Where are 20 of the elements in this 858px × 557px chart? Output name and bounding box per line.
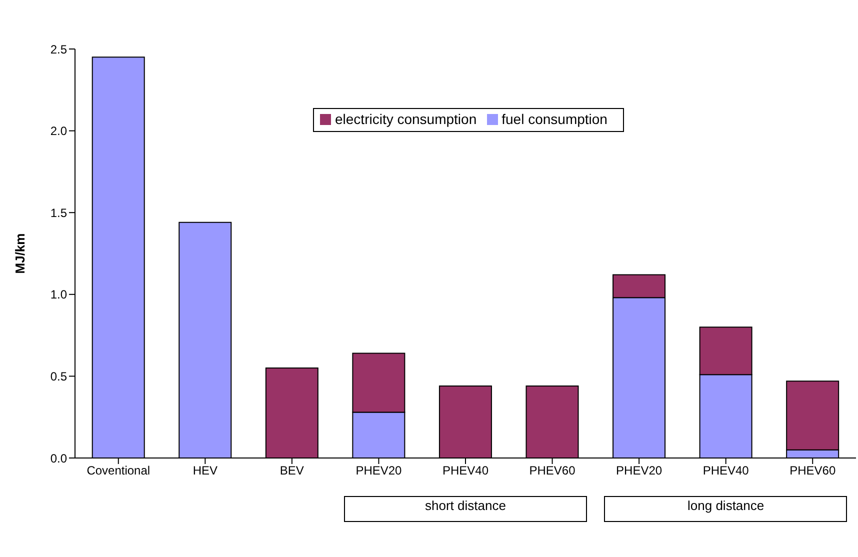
x-tick-label: PHEV60 bbox=[790, 464, 836, 478]
text: long distance bbox=[604, 496, 848, 522]
x-tick-label: PHEV20 bbox=[356, 464, 402, 478]
y-tick-label: 1.5 bbox=[50, 206, 68, 220]
x-tick-label: Coventional bbox=[86, 464, 150, 478]
y-tick-label: 1.0 bbox=[50, 288, 68, 302]
x-tick-label: BEV bbox=[280, 464, 304, 478]
legend-label: electricity consumption bbox=[335, 111, 477, 127]
text: short distance bbox=[344, 496, 587, 522]
y-tick-label: 0.0 bbox=[50, 451, 68, 466]
x-tick-label: HEV bbox=[192, 464, 218, 478]
y-tick-label: 2.5 bbox=[50, 42, 68, 56]
x-tick-label: PHEV40 bbox=[702, 464, 750, 478]
legend-label: fuel consumption bbox=[502, 111, 608, 127]
x-tick-label: PHEV20 bbox=[616, 464, 662, 478]
y-axis-title: MJ/km bbox=[12, 233, 28, 274]
y-tick-label: 0.5 bbox=[50, 369, 68, 384]
x-tick-label: PHEV40 bbox=[442, 464, 489, 478]
x-tick-label: PHEV60 bbox=[529, 464, 576, 478]
y-tick-label: 2.0 bbox=[50, 124, 68, 138]
